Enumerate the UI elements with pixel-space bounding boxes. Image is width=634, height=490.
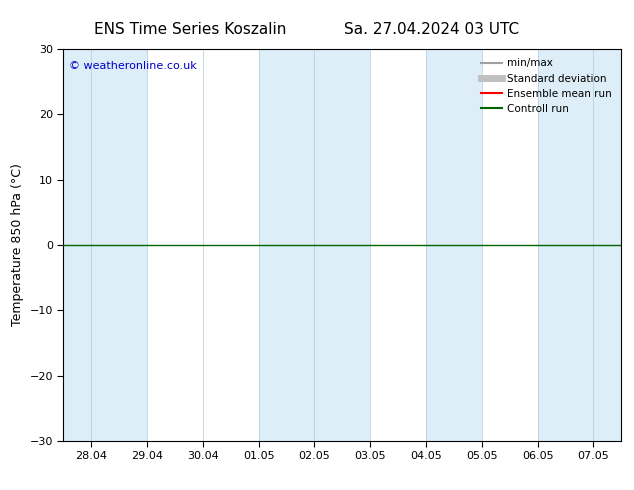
Text: Sa. 27.04.2024 03 UTC: Sa. 27.04.2024 03 UTC — [344, 22, 519, 37]
Bar — [370, 49, 426, 441]
Text: © weatheronline.co.uk: © weatheronline.co.uk — [69, 61, 197, 71]
Bar — [147, 49, 259, 441]
Y-axis label: Temperature 850 hPa (°C): Temperature 850 hPa (°C) — [11, 164, 24, 326]
Text: ENS Time Series Koszalin: ENS Time Series Koszalin — [94, 22, 287, 37]
Legend: min/max, Standard deviation, Ensemble mean run, Controll run: min/max, Standard deviation, Ensemble me… — [477, 54, 616, 118]
Bar — [482, 49, 538, 441]
